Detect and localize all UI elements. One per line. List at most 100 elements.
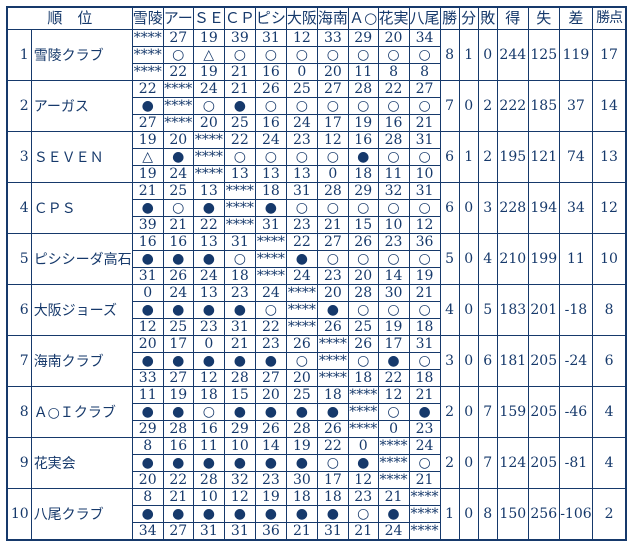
score-against-cell: 26	[316, 318, 349, 336]
result-win-symbol: ○	[285, 352, 318, 370]
score-for-cell: 19	[285, 437, 318, 455]
score-against-cell: 21	[408, 471, 441, 489]
score-for-cell: 20	[254, 386, 287, 404]
result-loss-symbol: ●	[316, 403, 349, 421]
team-name: 八尾クラブ	[30, 488, 133, 541]
score-against-cell: 17	[316, 114, 349, 132]
stat-draws: 1	[458, 131, 479, 183]
score-for-cell: 13	[192, 233, 225, 251]
score-for-cell: 21	[131, 182, 164, 200]
result-win-symbol: ○	[316, 199, 349, 217]
self-match-cell: ****	[316, 352, 349, 370]
score-against-cell: 16	[192, 420, 225, 438]
score-against-cell: 24	[162, 165, 194, 183]
score-for-cell: 19	[254, 488, 287, 506]
team-subrow-2: ● **** ○ ● ○ ○ ○ ○ ○ ○	[7, 97, 626, 115]
score-against-cell: 10	[377, 216, 410, 234]
self-match-cell: ****	[408, 488, 441, 506]
score-against-cell: 20	[131, 471, 164, 489]
self-match-cell: ****	[131, 63, 164, 81]
stat-points-for: 244	[496, 29, 529, 81]
opponent-header-yao: 八尾	[408, 6, 441, 30]
score-against-cell: 11	[347, 63, 379, 81]
score-against-cell: 23	[408, 420, 441, 438]
score-against-cell: 21	[223, 63, 256, 81]
score-against-cell: 15	[347, 216, 379, 234]
result-win-symbol: ○	[347, 301, 379, 319]
stat-draws: 0	[458, 335, 479, 387]
score-for-cell: 20	[131, 335, 164, 353]
result-win-symbol: ○	[408, 97, 441, 115]
result-loss-symbol: ●	[131, 403, 164, 421]
result-win-symbol: ○	[347, 46, 379, 64]
score-against-cell: 21	[408, 114, 441, 132]
score-for-cell: 22	[377, 80, 410, 98]
result-loss-symbol: ●	[254, 352, 287, 370]
rank-cell: 1	[6, 29, 32, 81]
score-against-cell: 23	[316, 267, 349, 285]
stat-points-against: 194	[527, 182, 560, 234]
team-subrow-2: ● ● ● ● ● ● ● ○ ● ****	[7, 505, 626, 523]
result-loss-symbol: ●	[192, 352, 225, 370]
result-win-symbol: ○	[285, 199, 318, 217]
stat-wins: 7	[439, 80, 460, 132]
result-win-symbol: ○	[377, 148, 410, 166]
team-row-group: 4 ＣＰＳ 21 25 13 **** 18 31 28 29 32 31 6 0 3 228 194 34 12 ●…	[6, 182, 627, 234]
rank-cell: 3	[6, 131, 32, 183]
score-against-cell: 8	[377, 63, 410, 81]
stat-wins: 8	[439, 29, 460, 81]
result-loss-symbol: ●	[223, 97, 256, 115]
score-against-cell: 13	[254, 165, 287, 183]
result-win-symbol: ○	[408, 301, 441, 319]
score-for-cell: 26	[254, 80, 287, 98]
score-for-cell: 23	[285, 131, 318, 149]
team-name: ＳＥＶＥＮ	[30, 131, 133, 183]
team-subrow-1: 7 海南クラブ 20 17 0 21 23 26 **** 26 17 31 3 0 6 181 205 -24 6	[6, 335, 627, 387]
score-against-cell: 26	[316, 420, 349, 438]
score-against-cell: 28	[285, 420, 318, 438]
score-against-cell: 21	[285, 522, 318, 541]
result-loss-symbol: ●	[131, 97, 164, 115]
score-for-cell: 13	[192, 182, 225, 200]
losses-header: 敗	[477, 6, 498, 30]
result-loss-symbol: ●	[162, 301, 194, 319]
team-row-group: 8 Ａ○Ｉクラブ 11 19 18 15 20 25 18 **** 12 21 2 0 7 159 205 -4…	[6, 386, 627, 438]
stat-losses: 3	[477, 182, 498, 234]
stat-win-points: 17	[592, 29, 627, 81]
score-against-cell: 31	[316, 522, 349, 541]
result-draw-symbol: △	[192, 46, 225, 64]
score-for-cell: 15	[223, 386, 256, 404]
team-row-group: 3 ＳＥＶＥＮ 19 20 **** 22 24 23 12 16 28 31 6 1 2 195 121 74 1…	[6, 131, 627, 183]
score-against-cell: 20	[347, 267, 379, 285]
rank-cell: 4	[6, 182, 32, 234]
score-against-cell: 23	[192, 318, 225, 336]
score-for-cell: 20	[162, 131, 194, 149]
self-match-cell: ****	[131, 29, 164, 47]
score-for-cell: 39	[223, 29, 256, 47]
score-for-cell: 20	[377, 29, 410, 47]
score-against-cell: 33	[131, 369, 164, 387]
stat-losses: 8	[477, 488, 498, 541]
score-for-cell: 12	[223, 488, 256, 506]
score-for-cell: 26	[285, 335, 318, 353]
score-against-cell: 20	[316, 63, 349, 81]
stat-win-points: 8	[592, 284, 627, 336]
team-subrow-2: ● ● ○ ● ● ● ● **** ○ ●	[7, 403, 626, 421]
score-against-cell: 22	[377, 369, 410, 387]
team-row-group: 10 八尾クラブ 8 21 10 12 19 18 18 23 21 **** 1 0 8 150 256 -10…	[6, 488, 627, 541]
score-for-cell: 23	[223, 284, 256, 302]
rank-cell: 7	[6, 335, 32, 387]
score-for-cell: 36	[408, 233, 441, 251]
score-against-cell: 18	[408, 369, 441, 387]
self-match-cell: ****	[347, 403, 379, 421]
result-loss-symbol: ●	[131, 199, 164, 217]
score-against-cell: 27	[131, 114, 164, 132]
self-match-cell: ****	[347, 420, 379, 438]
stat-win-points: 13	[592, 131, 627, 183]
stat-win-points: 2	[592, 488, 627, 541]
result-loss-symbol: ●	[192, 505, 225, 523]
opponent-header-osaka: 大阪	[285, 6, 318, 30]
result-win-symbol: ○	[377, 403, 410, 421]
score-for-cell: 22	[285, 233, 318, 251]
result-win-symbol: ○	[254, 301, 287, 319]
